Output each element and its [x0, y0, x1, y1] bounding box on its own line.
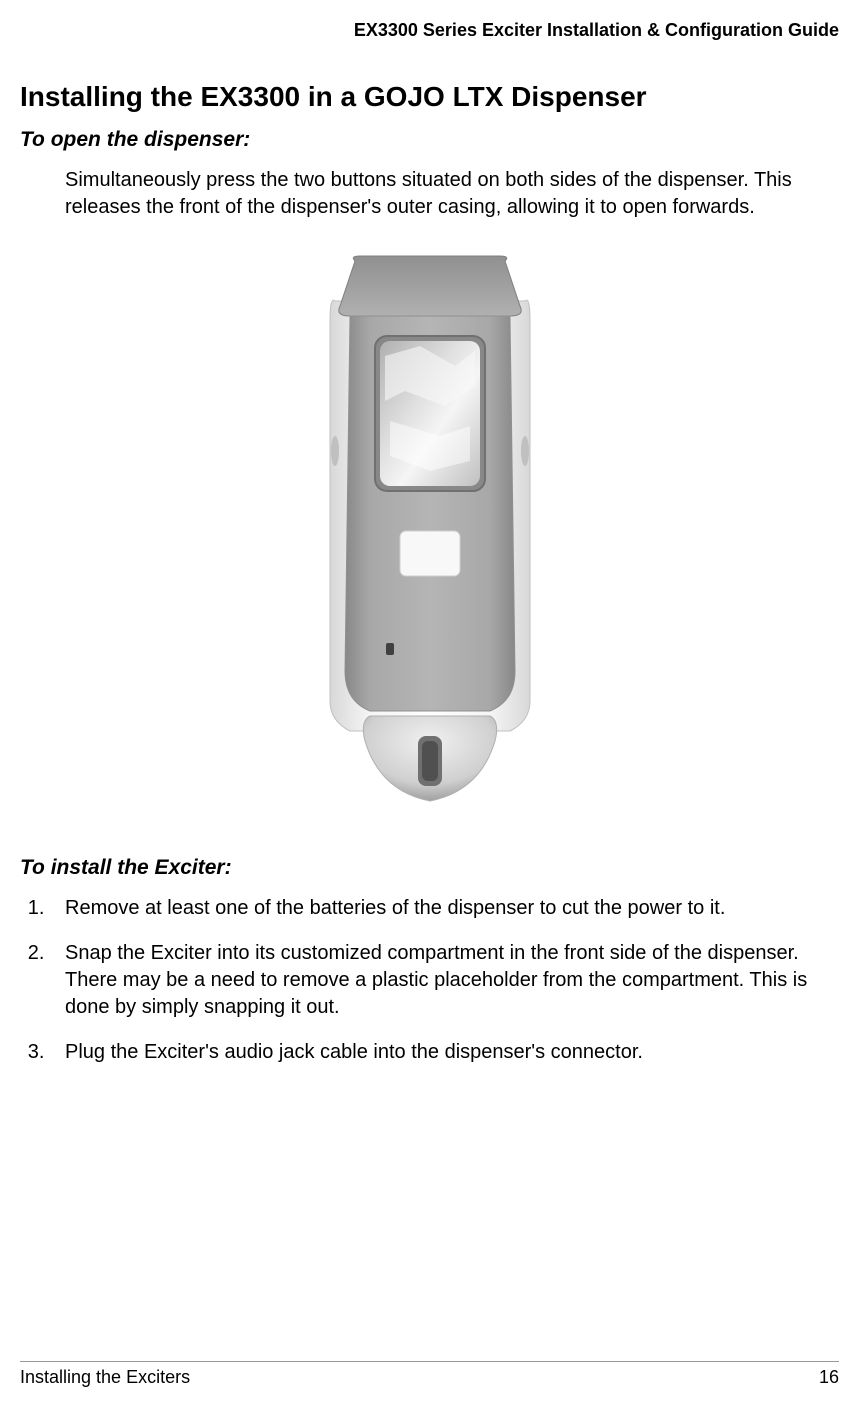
install-steps-list: Remove at least one of the batteries of … [50, 895, 839, 1066]
page-footer: Installing the Exciters 16 [20, 1361, 839, 1388]
section2-heading: To install the Exciter: [20, 856, 839, 880]
list-item: Plug the Exciter's audio jack cable into… [50, 1039, 839, 1066]
dispenser-image-container [20, 251, 839, 816]
main-heading: Installing the EX3300 in a GOJO LTX Disp… [20, 81, 839, 113]
page-content: Installing the EX3300 in a GOJO LTX Disp… [0, 41, 859, 1066]
section1-body: Simultaneously press the two buttons sit… [65, 167, 839, 221]
doc-title: EX3300 Series Exciter Installation & Con… [354, 20, 839, 40]
page-header: EX3300 Series Exciter Installation & Con… [0, 0, 859, 41]
footer-section-name: Installing the Exciters [20, 1367, 190, 1388]
list-item: Snap the Exciter into its customized com… [50, 940, 839, 1021]
footer-page-number: 16 [819, 1367, 839, 1388]
section1-heading: To open the dispenser: [20, 128, 839, 152]
list-item: Remove at least one of the batteries of … [50, 895, 839, 922]
dispenser-illustration [300, 251, 560, 811]
